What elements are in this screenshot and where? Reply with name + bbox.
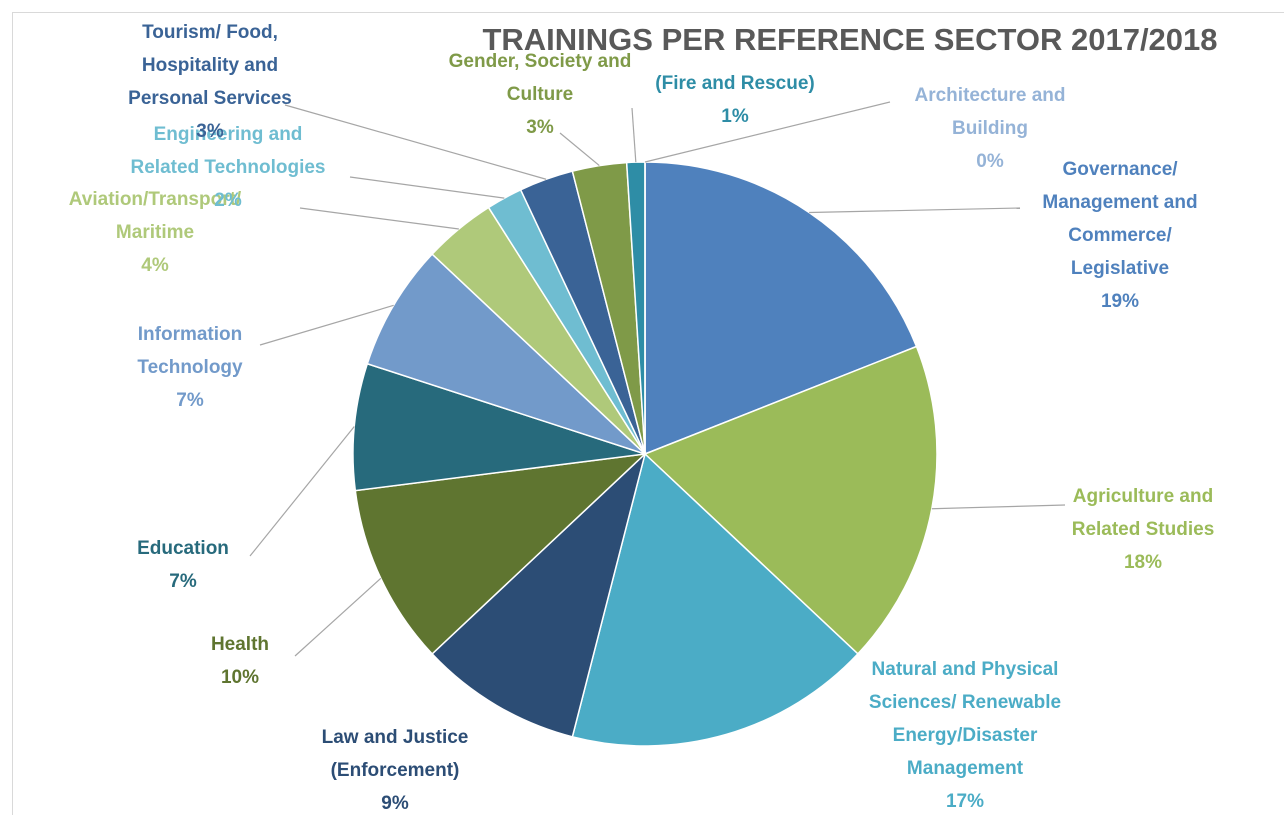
value-label: 3%	[526, 117, 554, 138]
pie-slice	[366, 253, 646, 455]
data-label: Tourism/ Food, Hospitality and Personal …	[120, 16, 300, 148]
pie-slice	[352, 362, 646, 492]
category-label: Tourism/ Food, Hospitality and Personal …	[128, 22, 292, 109]
category-label: Law and Justice (Enforcement)	[321, 727, 469, 781]
data-label: Education 7%	[118, 532, 248, 598]
data-label: Governance/ Management and Commerce/ Leg…	[1020, 153, 1220, 318]
data-label: Aviation/Transport/ Maritime 4%	[60, 183, 250, 282]
leader-line	[559, 132, 600, 167]
value-label: 4%	[141, 255, 169, 276]
leader-line	[631, 107, 637, 163]
category-label: Governance/ Management and Commerce/ Leg…	[1042, 159, 1198, 279]
data-label: Gender, Society and Culture 3%	[440, 45, 640, 144]
data-label: Architecture and Building 0%	[895, 79, 1085, 178]
data-label: Engineering and Related Technologies 2%	[118, 118, 338, 217]
category-label: Engineering and Related Technologies	[130, 124, 326, 178]
category-label: Natural and Physical Sciences/ Renewable…	[868, 659, 1062, 779]
leader-line	[249, 426, 355, 557]
data-label: Health 10%	[185, 628, 295, 694]
category-label: Education	[137, 538, 229, 559]
value-label: 0%	[976, 151, 1004, 172]
value-label: 7%	[169, 571, 197, 592]
data-label: Natural and Physical Sciences/ Renewable…	[840, 653, 1090, 815]
category-label: Agriculture and Related Studies	[1071, 486, 1215, 540]
value-label: 1%	[721, 106, 749, 127]
leader-line	[299, 207, 459, 230]
value-label: 2%	[214, 190, 242, 211]
data-label: Law and Justice (Enforcement) 9%	[300, 721, 490, 815]
category-label: Information Technology	[137, 324, 243, 378]
category-label: Architecture and Building	[914, 85, 1066, 139]
value-label: 9%	[381, 793, 409, 814]
chart-title: TRAININGS PER REFERENCE SECTOR 2017/2018	[482, 22, 1218, 57]
value-label: 3%	[196, 121, 224, 142]
leader-line	[644, 101, 891, 163]
leader-line	[294, 577, 382, 657]
value-label: 17%	[945, 791, 985, 812]
value-label: 10%	[220, 667, 260, 688]
category-label: Aviation/Transport/ Maritime	[68, 189, 242, 243]
leader-line	[809, 207, 1021, 214]
data-label: (Fire and Rescue) 1%	[645, 67, 825, 133]
category-label: Gender, Society and Culture	[448, 51, 632, 105]
leader-line	[931, 504, 1066, 510]
pie-slice	[354, 452, 648, 655]
category-label: (Fire and Rescue)	[655, 73, 815, 94]
leader-line	[349, 176, 505, 199]
value-label: 7%	[176, 390, 204, 411]
data-label: Agriculture and Related Studies 18%	[1053, 480, 1233, 579]
pie-slice	[571, 452, 859, 747]
value-label: 18%	[1123, 552, 1163, 573]
leader-line	[259, 304, 394, 346]
value-label: 19%	[1100, 291, 1140, 312]
pie-slice	[644, 161, 918, 456]
pie-slice	[431, 451, 647, 738]
leader-line	[284, 104, 547, 180]
category-label: Health	[210, 634, 270, 655]
chart-frame	[12, 12, 1284, 815]
data-label: Information Technology 7%	[115, 318, 265, 417]
